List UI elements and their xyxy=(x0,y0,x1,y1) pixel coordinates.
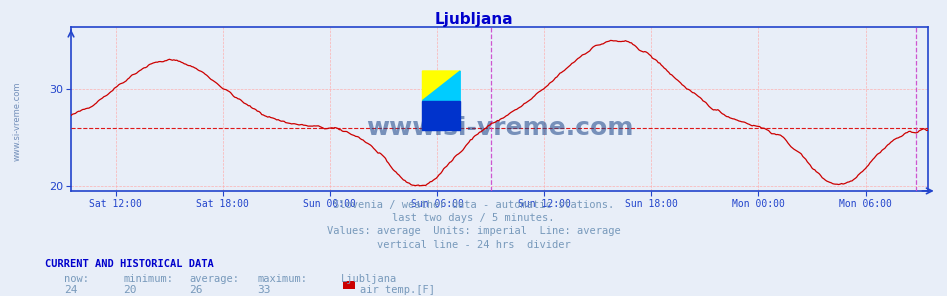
Text: minimum:: minimum: xyxy=(123,274,173,284)
Polygon shape xyxy=(422,71,460,101)
Text: 33: 33 xyxy=(258,285,271,295)
Text: 20: 20 xyxy=(123,285,136,295)
Text: average:: average: xyxy=(189,274,240,284)
Text: www.si-vreme.com: www.si-vreme.com xyxy=(12,82,22,161)
Text: vertical line - 24 hrs  divider: vertical line - 24 hrs divider xyxy=(377,240,570,250)
Text: Slovenia / weather data - automatic stations.: Slovenia / weather data - automatic stat… xyxy=(333,200,614,210)
Polygon shape xyxy=(422,71,460,101)
Text: Ljubljana: Ljubljana xyxy=(434,12,513,27)
Text: Values: average  Units: imperial  Line: average: Values: average Units: imperial Line: av… xyxy=(327,226,620,237)
Text: 26: 26 xyxy=(189,285,203,295)
Text: air temp.[F]: air temp.[F] xyxy=(360,285,435,295)
Text: 24: 24 xyxy=(64,285,78,295)
Text: now:: now: xyxy=(64,274,89,284)
Text: maximum:: maximum: xyxy=(258,274,308,284)
Text: CURRENT AND HISTORICAL DATA: CURRENT AND HISTORICAL DATA xyxy=(45,259,214,269)
Text: Ljubljana: Ljubljana xyxy=(341,274,397,284)
Text: www.si-vreme.com: www.si-vreme.com xyxy=(366,117,634,141)
Text: last two days / 5 minutes.: last two days / 5 minutes. xyxy=(392,213,555,223)
Polygon shape xyxy=(422,101,460,130)
